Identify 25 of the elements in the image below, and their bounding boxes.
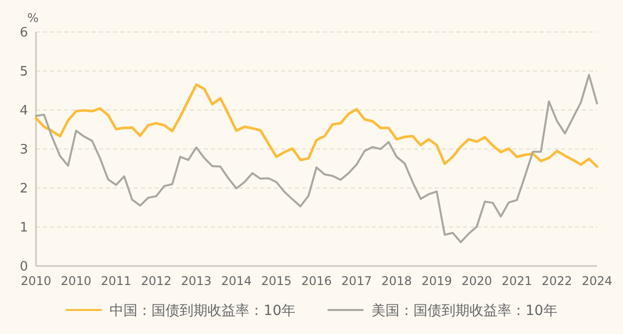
legend-label: 中国：国债到期收益率：10年: [110, 303, 296, 319]
x-tick-label: 2022: [542, 274, 572, 288]
y-tick-label: 3: [20, 142, 28, 158]
x-tick-label: 2019: [421, 274, 452, 288]
x-tick-label: 2016: [301, 274, 332, 288]
x-tick-label: 2010: [20, 274, 52, 288]
x-tick-label: 2015: [261, 274, 292, 288]
x-tick-label: 2010: [60, 274, 92, 288]
y-tick-label: 1: [20, 220, 28, 236]
y-tick-label: 0: [20, 260, 28, 274]
y-tick-label: 2: [20, 182, 28, 196]
x-tick-label: 2017: [341, 274, 372, 288]
x-tick-label: 2011: [100, 274, 132, 288]
x-tick-label: 2020: [462, 274, 492, 288]
y-tick-label: 4: [20, 104, 28, 118]
x-tick-label: 2024: [582, 274, 612, 288]
legend-label: 美国：国债到期收益率：10年: [372, 303, 558, 319]
x-tick-label: 2013: [181, 274, 212, 288]
x-tick-label: 2018: [381, 274, 412, 288]
y-axis-title: %: [27, 11, 39, 25]
x-tick-label: 2021: [502, 274, 532, 288]
y-tick-label: 6: [20, 26, 28, 40]
y-tick-label: 5: [20, 64, 28, 80]
x-tick-label: 2014: [221, 274, 252, 288]
x-tick-label: 2012: [140, 274, 172, 288]
